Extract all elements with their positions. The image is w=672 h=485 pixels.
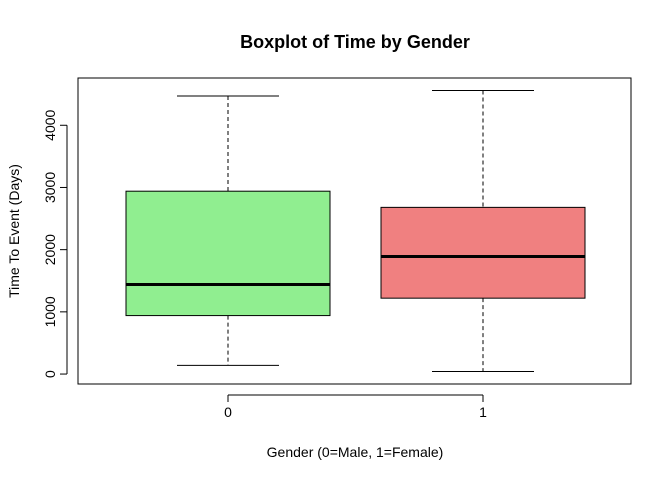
y-axis: 0 1000 2000 3000 4000 (42, 109, 68, 378)
box-group-1 (380, 89, 586, 373)
y-tick-label-0: 0 (42, 370, 58, 378)
y-tick-label-3000: 3000 (42, 172, 58, 203)
box-group-0 (125, 95, 331, 366)
y-tick-label-4000: 4000 (42, 109, 58, 140)
chart-title: Boxplot of Time by Gender (240, 32, 470, 52)
y-tick-label-1000: 1000 (42, 296, 58, 327)
x-tick-label-0: 0 (224, 404, 232, 420)
x-axis-label: Gender (0=Male, 1=Female) (267, 444, 444, 460)
y-tick-label-2000: 2000 (42, 234, 58, 265)
x-tick-label-1: 1 (479, 404, 487, 420)
y-axis-label: Time To Event (Days) (6, 164, 22, 298)
plot-frame (77, 77, 632, 385)
boxes-layer (125, 89, 586, 373)
box-0 (125, 190, 331, 317)
box-1 (380, 206, 586, 299)
